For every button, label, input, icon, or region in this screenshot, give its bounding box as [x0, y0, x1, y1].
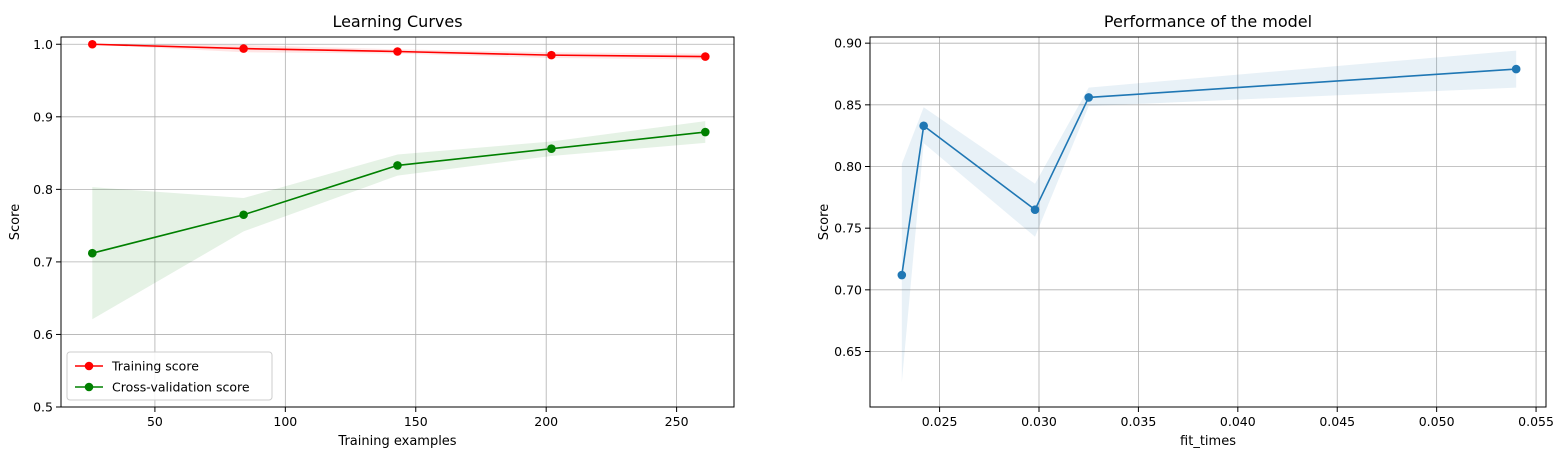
performance-xtick-label: 0.030 [1021, 414, 1057, 429]
performance-ytick-label: 0.85 [834, 97, 862, 112]
performance-point [1511, 64, 1521, 74]
performance-xtick-label: 0.055 [1518, 414, 1554, 429]
learning-curves-point [239, 44, 248, 53]
learning-curves-point [88, 248, 97, 258]
learning-curves-x-ticks: 50 100 150 200 250 [147, 407, 689, 429]
learning-curves-ytick-label: 0.6 [33, 327, 53, 342]
learning-curves-point [88, 39, 97, 49]
learning-curves-bands [92, 44, 706, 320]
learning-curves-point [701, 52, 710, 61]
legend-swatch-marker [84, 382, 94, 392]
performance-ytick-label: 0.80 [834, 159, 862, 174]
learning-curves-ytick-label: 0.9 [33, 109, 53, 124]
performance-xlabel: fit_times [1180, 434, 1236, 449]
learning-curves-ylabel: Score [8, 204, 23, 240]
learning-curves-xtick-label: 50 [147, 414, 163, 429]
performance-band-series-0 [901, 50, 1517, 383]
performance-xtick-label: 0.040 [1220, 414, 1256, 429]
learning-curves-ytick-label: 0.7 [33, 254, 53, 269]
learning-curves-title: Learning Curves [332, 12, 462, 31]
learning-curves-ytick-label: 0.8 [33, 182, 53, 197]
learning-curves-point [547, 50, 556, 60]
performance-xtick-label: 0.035 [1121, 414, 1157, 429]
performance-axes-frame [869, 36, 1547, 408]
performance-grid [870, 37, 1546, 407]
learning-curves-point [393, 161, 402, 170]
learning-curves-xtick-label: 150 [404, 414, 428, 429]
learning-curves-points [88, 39, 710, 258]
learning-curves-xtick-label: 200 [534, 414, 558, 429]
learning-curves-point [547, 144, 556, 154]
performance-x-ticks: 0.025 0.030 0.035 0.040 0.045 0.050 0.055 [922, 407, 1554, 429]
learning-curves-xlabel: Training examples [337, 434, 456, 449]
legend-label: Cross-validation score [112, 380, 250, 395]
performance-title: Performance of the model [1104, 12, 1312, 31]
learning-curves-y-ticks: 0.5 0.6 0.7 0.8 0.9 1.0 [33, 37, 61, 415]
learning-curves-legend: Training score Cross-validation score [66, 351, 273, 401]
learning-curves-ytick-label: 1.0 [33, 37, 53, 52]
performance-ytick-label: 0.90 [834, 36, 862, 51]
learning-curves-band-series-1 [92, 121, 706, 320]
learning-curves-xtick-label: 250 [665, 414, 689, 429]
performance-point [897, 270, 907, 280]
legend-label: Training score [111, 359, 199, 374]
performance-y-ticks: 0.65 0.70 0.75 0.80 0.85 0.90 [834, 36, 870, 359]
performance-ylabel: Score [817, 204, 832, 240]
learning-curves-panel: 50 100 150 200 250 0.5 0.6 0.7 0.8 0.9 1.0 Learni… [8, 12, 735, 449]
legend-entries: Training score Cross-validation score [75, 359, 250, 395]
learning-curves-ytick-label: 0.5 [33, 400, 53, 415]
performance-ytick-label: 0.70 [834, 282, 862, 297]
performance-ytick-label: 0.75 [834, 221, 862, 236]
learning-curves-xtick-label: 100 [273, 414, 297, 429]
learning-curves-point [239, 210, 248, 220]
legend-swatch-marker [84, 361, 94, 371]
learning-curves-axes-frame [60, 36, 735, 408]
learning-curves-point [701, 127, 710, 137]
performance-panel: 0.025 0.030 0.035 0.040 0.045 0.050 0.055 0.65… [817, 12, 1554, 449]
performance-point [1030, 205, 1040, 214]
learning-curves-point [393, 47, 402, 56]
performance-ytick-label: 0.65 [834, 344, 862, 359]
performance-xtick-label: 0.025 [922, 414, 958, 429]
performance-xtick-label: 0.050 [1419, 414, 1455, 429]
performance-bands [901, 50, 1517, 383]
performance-point [919, 121, 928, 131]
performance-points [897, 64, 1521, 280]
performance-xtick-label: 0.045 [1319, 414, 1355, 429]
legend-box [66, 351, 273, 401]
performance-point [1084, 93, 1094, 102]
